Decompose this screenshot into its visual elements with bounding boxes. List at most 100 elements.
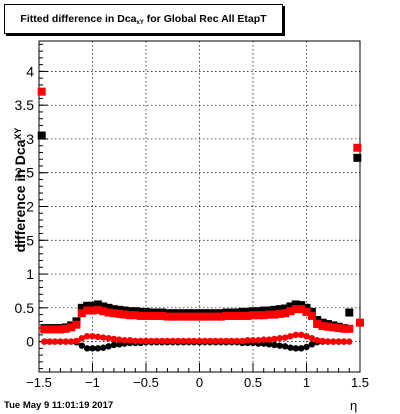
data-point-square: [88, 301, 97, 310]
data-point-square: [136, 307, 145, 316]
chart-title-tail: for Global Rec All EtapT: [143, 13, 267, 25]
data-point-square: [142, 311, 150, 320]
data-point-square: [184, 312, 193, 321]
y-tick-label: 2.5: [15, 165, 35, 181]
chart-title: Fitted difference in DcaxY for Global Re…: [5, 13, 282, 26]
data-point-circle: [41, 338, 48, 345]
data-markers: [37, 87, 364, 352]
x-tick-label: 1: [303, 375, 310, 390]
data-point-square: [104, 308, 113, 317]
data-point-square: [206, 312, 215, 321]
data-point-square: [238, 307, 247, 316]
data-point-circle: [83, 332, 91, 340]
data-point-circle: [292, 345, 299, 352]
y-axis-label: difference in DcaXY: [2, 128, 28, 253]
data-point-square: [249, 307, 257, 316]
data-point-square: [88, 306, 97, 315]
data-point-square: [147, 311, 156, 320]
y-tick-label: 4: [26, 63, 34, 79]
data-point-square: [216, 312, 225, 321]
data-point-circle: [94, 345, 102, 352]
data-point-circle: [271, 335, 278, 343]
y-tick-label: 2: [26, 199, 34, 215]
data-point-square: [270, 305, 279, 314]
data-point-square: [190, 312, 199, 321]
data-point-circle: [67, 338, 75, 345]
data-point-square: [254, 311, 263, 320]
data-point-square: [281, 309, 290, 318]
x-tick-label: −0.5: [133, 375, 159, 390]
axis-ticks: [38, 43, 361, 372]
data-point-circle: [164, 337, 171, 345]
data-point-circle: [340, 338, 348, 345]
data-point-circle: [57, 338, 64, 345]
data-point-square: [243, 307, 252, 316]
data-point-circle: [276, 342, 283, 349]
data-point-circle: [110, 335, 118, 343]
y-tick-label: 1: [26, 266, 34, 282]
data-point-circle: [276, 335, 283, 342]
data-point-circle: [303, 343, 310, 351]
data-point-circle: [169, 337, 176, 345]
data-point-circle: [265, 336, 273, 343]
data-point-square: [93, 305, 102, 314]
data-point-circle: [190, 337, 198, 345]
data-point-circle: [249, 337, 257, 344]
y-tick-label: 3.5: [15, 97, 35, 113]
data-point-square: [238, 311, 247, 320]
data-point-square: [179, 312, 188, 321]
x-axis-label: η: [350, 398, 358, 413]
data-point-square: [174, 312, 183, 321]
data-point-square: [307, 307, 316, 316]
data-point-square: [254, 307, 263, 316]
data-point-square: [286, 302, 295, 311]
data-point-circle: [292, 331, 299, 339]
data-point-circle: [121, 337, 128, 344]
data-point-square: [40, 325, 49, 334]
data-point-circle: [110, 341, 118, 349]
data-point-square: [136, 311, 145, 320]
grid-lines: [39, 41, 360, 372]
data-point-square: [249, 311, 257, 320]
data-point-square: [323, 322, 332, 331]
data-point-circle: [239, 337, 246, 345]
data-point-square: [297, 305, 306, 314]
data-point-circle: [308, 335, 316, 342]
data-point-square: [115, 309, 124, 318]
data-point-square: [275, 305, 284, 314]
data-point-circle: [287, 332, 294, 340]
data-point-square: [353, 153, 362, 162]
data-point-circle: [148, 337, 155, 345]
data-point-circle: [281, 343, 289, 350]
data-point-circle: [94, 333, 102, 341]
x-tick-label: 1.5: [351, 375, 369, 390]
data-point-square: [104, 303, 113, 312]
data-point-square: [329, 323, 338, 332]
data-point-circle: [73, 337, 80, 345]
data-point-circle: [132, 337, 139, 345]
data-point-square: [131, 311, 140, 320]
data-point-circle: [314, 337, 321, 344]
data-point-circle: [105, 343, 112, 350]
data-point-square: [83, 301, 92, 310]
data-point-circle: [324, 338, 332, 345]
y-axis-label-subscript: XY: [13, 127, 23, 140]
data-point-circle: [271, 341, 278, 349]
data-point-circle: [212, 337, 219, 345]
data-point-circle: [244, 337, 251, 344]
data-point-circle: [89, 332, 96, 340]
data-point-square: [265, 310, 274, 319]
data-point-circle: [137, 337, 144, 345]
data-point-square: [115, 305, 124, 314]
data-point-circle: [105, 335, 112, 342]
data-point-circle: [51, 338, 59, 345]
data-point-circle: [297, 331, 305, 339]
data-point-square: [297, 301, 306, 310]
data-point-square: [83, 306, 92, 315]
y-tick-label: 1.5: [15, 232, 35, 248]
data-point-square: [353, 143, 362, 152]
data-point-circle: [116, 341, 123, 348]
data-point-square: [51, 325, 60, 334]
